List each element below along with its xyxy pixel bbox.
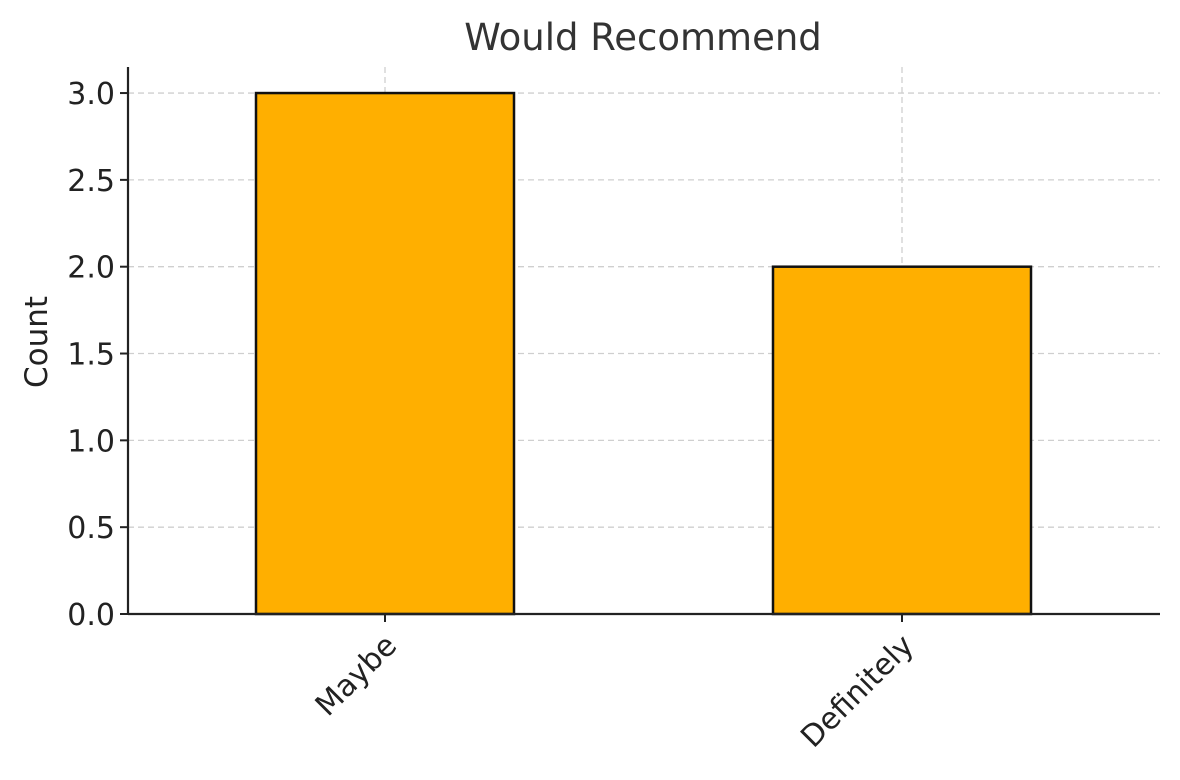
x-tick-label-maybe: Maybe bbox=[309, 628, 404, 723]
x-tick-label-definitely: Definitely bbox=[794, 628, 921, 755]
y-tick-label: 1.5 bbox=[67, 338, 115, 373]
chart-title: Would Recommend bbox=[464, 16, 822, 59]
y-tick-label: 0.5 bbox=[67, 511, 115, 546]
y-tick-label: 1.0 bbox=[67, 424, 115, 459]
axis-layer bbox=[120, 67, 1160, 622]
y-tick-label: 3.0 bbox=[67, 77, 115, 112]
y-tick-label: 0.0 bbox=[67, 598, 115, 633]
y-tick-label: 2.0 bbox=[67, 251, 115, 286]
bar-definitely bbox=[771, 265, 1033, 616]
bar-layer bbox=[254, 91, 1033, 616]
bar-maybe bbox=[254, 91, 516, 616]
y-axis-label: Count bbox=[19, 296, 55, 388]
y-tick-label: 2.5 bbox=[67, 164, 115, 199]
